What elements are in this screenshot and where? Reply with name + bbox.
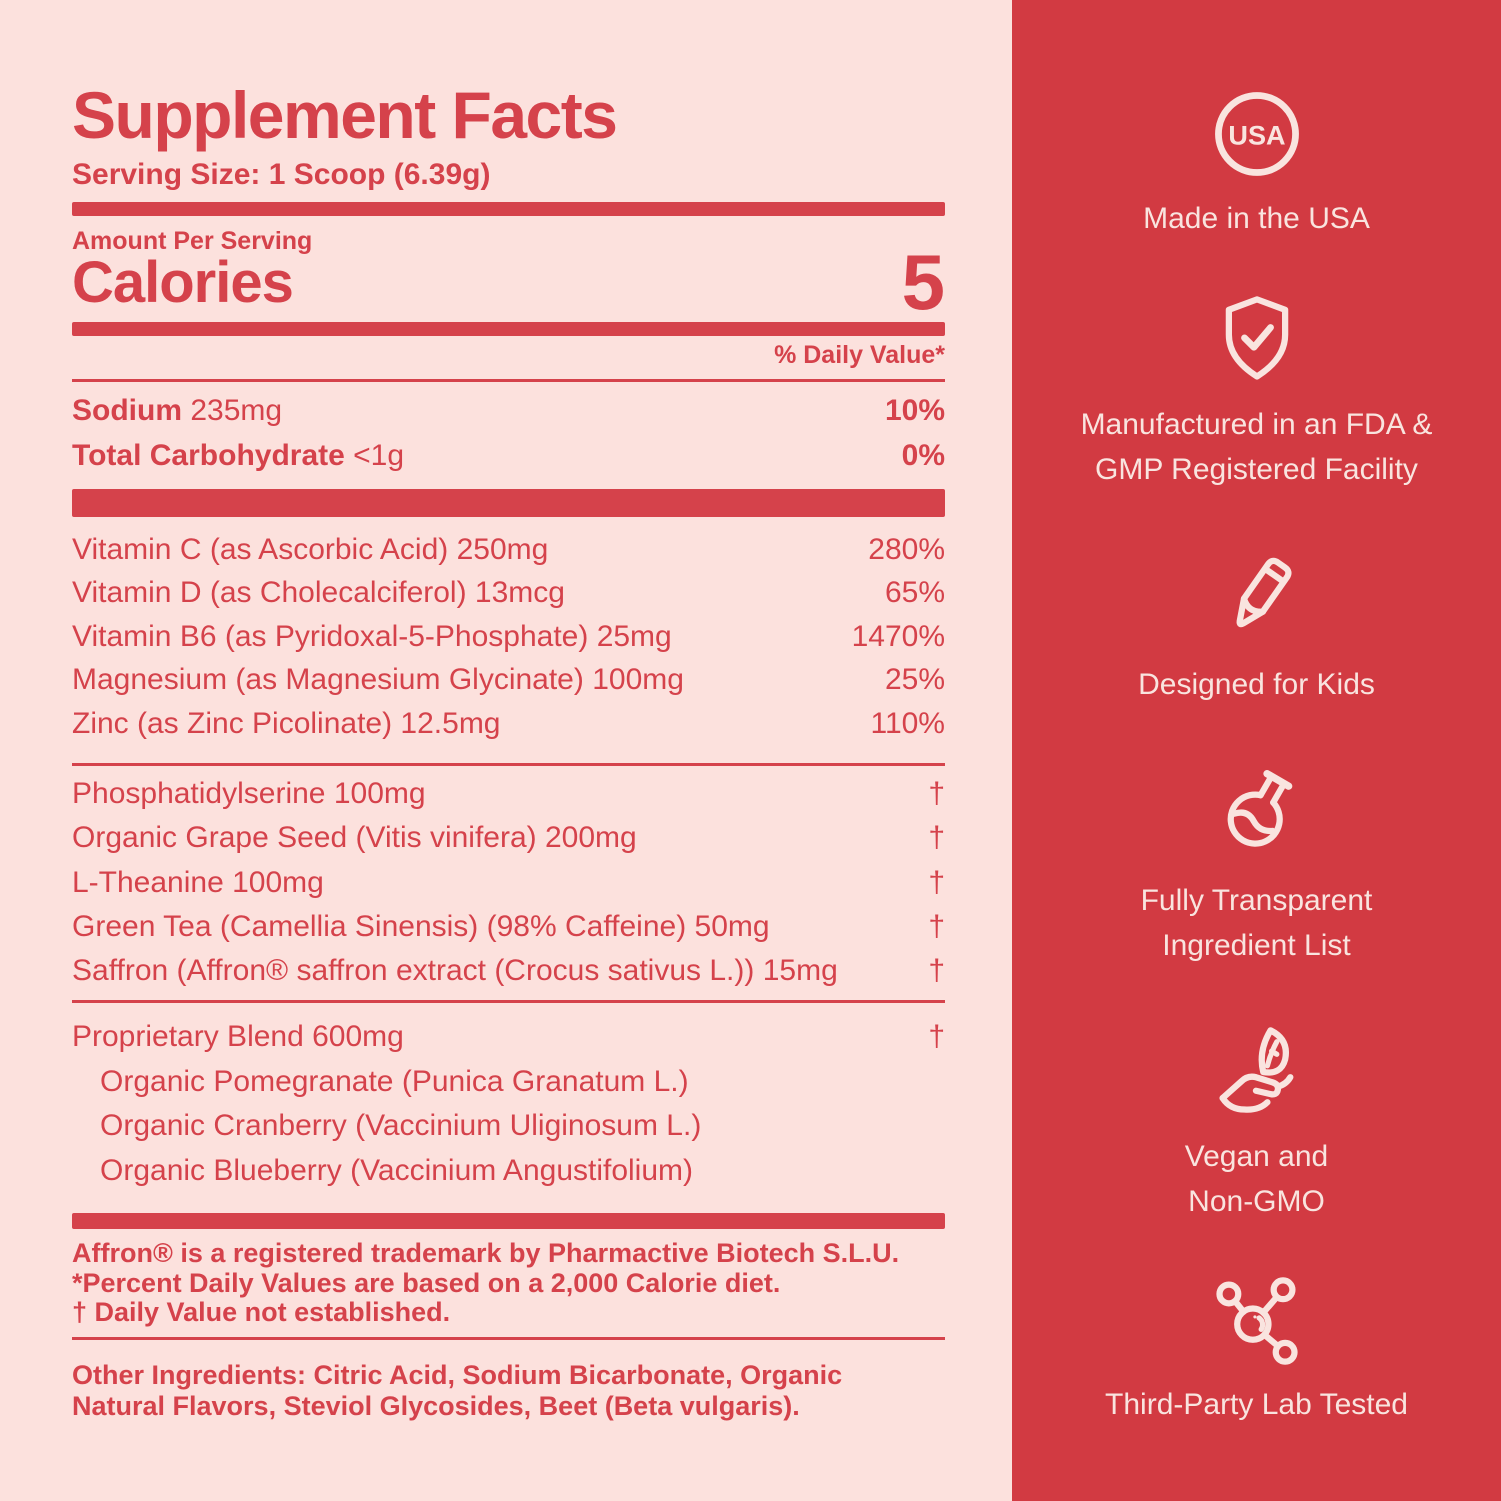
daily-value-header: % Daily Value* bbox=[774, 341, 945, 369]
other-ingredients: Other Ingredients: Citric Acid, Sodium B… bbox=[72, 1360, 843, 1421]
daily-value: 110% bbox=[870, 706, 945, 740]
nutrient-name: Phosphatidylserine 100mg bbox=[72, 777, 426, 811]
blend-name: Proprietary Blend 600mg bbox=[72, 1020, 404, 1054]
thin-divider bbox=[72, 1337, 945, 1340]
shield-check-icon bbox=[1225, 296, 1288, 380]
badge-fda-gmp: Manufactured in an FDA & GMP Registered … bbox=[1012, 290, 1501, 492]
daily-value-dagger: † bbox=[928, 1020, 945, 1054]
badge-label: Designed for Kids bbox=[1138, 668, 1375, 701]
badge-label: Fully Transparent Ingredient List bbox=[1140, 884, 1373, 962]
nutrient-name: Organic Grape Seed (Vitis vinifera) 200m… bbox=[72, 821, 637, 855]
nutrient-name: L-Theanine 100mg bbox=[72, 865, 324, 899]
nutrient-amount: <1g bbox=[353, 438, 405, 472]
daily-value: 25% bbox=[884, 663, 945, 697]
nutrient-row: Vitamin C (as Ascorbic Acid) 250mg 280% bbox=[72, 528, 945, 572]
nutrient-row: Vitamin D (as Cholecalciferol) 13mcg 65% bbox=[72, 572, 945, 616]
thick-divider bbox=[72, 1213, 945, 1229]
badge-vegan-non-gmo: Vegan and Non-GMO bbox=[1012, 1022, 1501, 1224]
daily-value-dagger: † bbox=[928, 865, 945, 899]
daily-value: 65% bbox=[884, 576, 945, 610]
nutrient-name: Vitamin D (as Cholecalciferol) 13mcg bbox=[72, 576, 565, 610]
vitamin-mineral-group: Vitamin C (as Ascorbic Acid) 250mg 280% … bbox=[72, 528, 945, 746]
thick-divider bbox=[72, 202, 945, 216]
page-title: Supplement Facts bbox=[72, 78, 618, 152]
daily-value-dagger: † bbox=[928, 777, 945, 811]
calories-value: 5 bbox=[901, 238, 945, 326]
thin-divider bbox=[72, 379, 945, 382]
serving-size: Serving Size: 1 Scoop (6.39g) bbox=[72, 158, 491, 191]
nutrient-row: Saffron (Affron® saffron extract (Crocus… bbox=[72, 949, 945, 993]
daily-value-dagger: † bbox=[928, 954, 945, 988]
nutrient-name-bold: Total Carbohydrate bbox=[72, 438, 345, 472]
nutrient-name: Total Carbohydrate <1g bbox=[72, 439, 404, 473]
nutrient-name: Vitamin B6 (as Pyridoxal-5-Phosphate) 25… bbox=[72, 619, 672, 653]
footnotes: Affron® is a registered trademark by Pha… bbox=[72, 1238, 945, 1328]
badge-label: Manufactured in an FDA & GMP Registered … bbox=[1080, 408, 1433, 486]
nutrient-row: Sodium 235mg 10% bbox=[72, 388, 945, 433]
calories-label: Calories bbox=[72, 250, 294, 315]
macro-nutrient-group: Sodium 235mg 10% Total Carbohydrate <1g … bbox=[72, 388, 945, 478]
badge-transparent-ingredients: Fully Transparent Ingredient List bbox=[1012, 766, 1501, 968]
badge-sidebar: USA Made in the USA Manufactured in an F… bbox=[1012, 0, 1501, 1501]
daily-value-dagger: † bbox=[928, 910, 945, 944]
nutrient-row: Phosphatidylserine 100mg † bbox=[72, 772, 945, 816]
nutrient-row: Green Tea (Camellia Sinensis) (98% Caffe… bbox=[72, 905, 945, 949]
footnote-dagger: † Daily Value not established. bbox=[72, 1297, 451, 1327]
badge-label: Made in the USA bbox=[1143, 202, 1370, 235]
daily-value: 10% bbox=[884, 393, 945, 427]
amount-per-serving-label: Amount Per Serving bbox=[72, 227, 313, 255]
badge-label: Third-Party Lab Tested bbox=[1105, 1388, 1408, 1421]
badge-made-in-usa: USA Made in the USA bbox=[1012, 84, 1501, 241]
blend-component: Organic Pomegranate (Punica Granatum L.) bbox=[100, 1064, 689, 1098]
thick-divider bbox=[72, 489, 945, 517]
flask-icon bbox=[1227, 770, 1292, 847]
nutrient-row: Organic Grape Seed (Vitis vinifera) 200m… bbox=[72, 816, 945, 860]
proprietary-blend-group: Proprietary Blend 600mg † Organic Pomegr… bbox=[72, 1015, 945, 1193]
blend-header-row: Proprietary Blend 600mg † bbox=[72, 1015, 945, 1060]
usa-circle-icon: USA bbox=[1214, 92, 1299, 176]
pencil-icon bbox=[1236, 557, 1292, 628]
nutrient-name: Green Tea (Camellia Sinensis) (98% Caffe… bbox=[72, 910, 770, 944]
nutrient-row: Total Carbohydrate <1g 0% bbox=[72, 433, 945, 478]
badge-designed-for-kids: Designed for Kids bbox=[1012, 550, 1501, 707]
molecule-icon bbox=[1215, 1277, 1298, 1365]
footnote-trademark: Affron® is a registered trademark by Pha… bbox=[72, 1238, 900, 1268]
nutrient-row: L-Theanine 100mg † bbox=[72, 861, 945, 905]
nutrient-row: Zinc (as Zinc Picolinate) 12.5mg 110% bbox=[72, 702, 945, 746]
nutrient-amount: 235mg bbox=[190, 393, 283, 427]
calories-row: Calories 5 bbox=[72, 238, 945, 326]
blend-component: Organic Blueberry (Vaccinium Angustifoli… bbox=[100, 1153, 694, 1187]
nutrient-name: Zinc (as Zinc Picolinate) 12.5mg bbox=[72, 706, 501, 740]
daily-value: 1470% bbox=[851, 619, 945, 653]
thin-divider bbox=[72, 1000, 945, 1003]
nutrient-row: Magnesium (as Magnesium Glycinate) 100mg… bbox=[72, 659, 945, 703]
nutrient-name-bold: Sodium bbox=[72, 393, 182, 427]
badge-lab-tested: Third-Party Lab Tested bbox=[1012, 1270, 1501, 1427]
daily-value: 280% bbox=[868, 532, 945, 566]
nutrient-name: Magnesium (as Magnesium Glycinate) 100mg bbox=[72, 663, 684, 697]
botanical-group: Phosphatidylserine 100mg † Organic Grape… bbox=[72, 772, 945, 993]
blend-component: Organic Cranberry (Vaccinium Uliginosum … bbox=[100, 1109, 702, 1143]
nutrient-name: Saffron (Affron® saffron extract (Crocus… bbox=[72, 954, 838, 988]
daily-value-dagger: † bbox=[928, 821, 945, 855]
badge-label: Vegan and Non-GMO bbox=[1184, 1140, 1329, 1218]
hand-leaf-icon bbox=[1219, 1027, 1293, 1113]
nutrient-name: Sodium 235mg bbox=[72, 394, 282, 428]
thin-divider bbox=[72, 763, 945, 766]
supplement-facts-panel: Supplement Facts Serving Size: 1 Scoop (… bbox=[72, 0, 945, 1501]
thick-divider bbox=[72, 322, 945, 336]
footnote-daily-values: *Percent Daily Values are based on a 2,0… bbox=[72, 1267, 781, 1298]
nutrient-name: Vitamin C (as Ascorbic Acid) 250mg bbox=[72, 532, 549, 566]
usa-icon-text: USA bbox=[1228, 119, 1285, 150]
nutrient-row: Vitamin B6 (as Pyridoxal-5-Phosphate) 25… bbox=[72, 615, 945, 659]
daily-value: 0% bbox=[901, 438, 945, 472]
